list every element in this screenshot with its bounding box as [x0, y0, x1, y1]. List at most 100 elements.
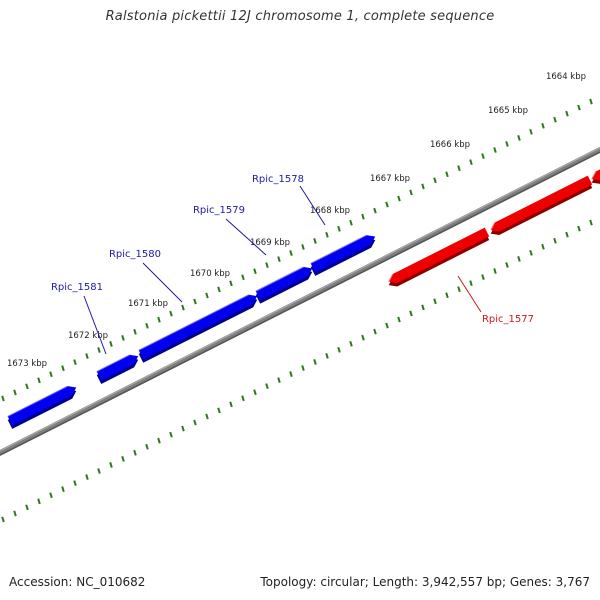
accession-text: Accession: NC_010682 — [9, 575, 146, 589]
gene-arrow-face — [255, 267, 313, 301]
tick-mark — [253, 389, 257, 396]
gene-leader-line — [225, 218, 267, 256]
kbp-label: 1669 kbp — [250, 238, 290, 248]
tick-mark — [205, 292, 209, 299]
gene-arrow-highlight — [310, 234, 367, 264]
tick-mark — [157, 437, 161, 444]
tick-mark — [289, 371, 293, 377]
tick-mark — [541, 122, 545, 129]
tick-mark — [505, 262, 509, 268]
tick-mark — [265, 383, 269, 390]
backbone-line — [0, 146, 600, 455]
backbone-highlight — [0, 147, 600, 452]
tick-mark — [529, 128, 533, 135]
tick-mark — [37, 498, 41, 505]
tick-mark — [457, 286, 461, 293]
tick-marks-layer — [1, 98, 593, 523]
tick-mark — [13, 510, 17, 517]
tick-mark — [553, 237, 557, 244]
tick-mark — [85, 474, 89, 480]
kbp-label: 1668 kbp — [310, 206, 350, 216]
tick-mark — [337, 225, 341, 232]
tick-mark — [25, 504, 29, 511]
kbp-label: 1666 kbp — [430, 140, 470, 150]
tick-mark — [193, 419, 197, 426]
tick-mark — [253, 268, 257, 275]
tick-mark — [397, 195, 401, 202]
gene-feature-fragment[interactable] — [591, 160, 600, 184]
tick-mark — [445, 171, 449, 178]
tick-mark — [433, 177, 437, 184]
gene-feature-rpic-1580[interactable] — [138, 294, 258, 363]
gene-leader-line — [299, 185, 326, 226]
tick-mark — [325, 231, 329, 238]
gene-label[interactable]: Rpic_1581 — [51, 282, 103, 293]
gene-feature-fragment[interactable] — [490, 175, 593, 235]
tick-mark — [13, 389, 17, 396]
tick-mark — [277, 256, 281, 262]
tick-mark — [1, 516, 5, 523]
tick-mark — [373, 207, 377, 214]
tick-mark — [409, 189, 413, 196]
tick-mark — [361, 334, 365, 341]
tick-mark — [145, 322, 149, 329]
tick-mark — [205, 413, 209, 420]
inner-tick-ring — [1, 219, 593, 523]
gene-arrow-face — [138, 294, 258, 360]
kbp-label: 1665 kbp — [488, 106, 528, 116]
kbp-label: 1672 kbp — [68, 331, 108, 341]
gene-arrow-face — [7, 386, 77, 426]
gene-leader-line — [83, 295, 107, 355]
tick-mark — [181, 304, 185, 311]
gene-arrow-face — [388, 227, 490, 283]
gene-arrow-highlight — [490, 222, 496, 231]
gene-label[interactable]: Rpic_1577 — [482, 314, 534, 325]
tick-mark — [61, 486, 65, 493]
gene-leader-line — [142, 262, 183, 303]
gene-arrow-highlight — [7, 385, 68, 417]
tick-mark — [517, 135, 521, 141]
tick-mark — [121, 334, 125, 341]
gene-label[interactable]: Rpic_1579 — [193, 205, 245, 216]
tick-mark — [109, 341, 113, 347]
outer-tick-ring — [1, 98, 593, 402]
tick-mark — [589, 219, 593, 226]
kbp-label: 1673 kbp — [7, 359, 47, 369]
tick-mark — [85, 353, 89, 359]
tick-mark — [301, 244, 305, 250]
tick-mark — [469, 280, 473, 287]
tick-mark — [229, 280, 233, 287]
gene-label[interactable]: Rpic_1578 — [252, 174, 304, 185]
tick-mark — [325, 352, 329, 359]
tick-mark — [25, 383, 29, 390]
kbp-label: 1670 kbp — [190, 269, 230, 279]
tick-mark — [301, 365, 305, 371]
tick-mark — [433, 298, 437, 305]
gene-feature-rpic-1578[interactable] — [310, 234, 376, 276]
tick-mark — [289, 250, 293, 256]
labels-layer: 1664 kbp 1665 kbp 1666 kbp 1667 kbp 1668 kbp… — [7, 72, 586, 369]
tick-mark — [277, 377, 281, 383]
kbp-label: 1671 kbp — [128, 299, 168, 309]
tick-mark — [265, 262, 269, 269]
gene-feature-fragment[interactable] — [7, 385, 77, 429]
tick-mark — [169, 310, 173, 317]
tick-mark — [133, 449, 137, 456]
gene-arrow-highlight — [388, 273, 394, 282]
gene-feature-rpic-1581[interactable] — [96, 354, 139, 384]
tick-mark — [529, 249, 533, 256]
gene-arrow-highlight — [255, 266, 304, 292]
gene-label[interactable]: Rpic_1580 — [109, 249, 161, 260]
kbp-label: 1664 kbp — [546, 72, 586, 82]
tick-mark — [577, 225, 581, 232]
gene-arrow-face — [310, 235, 376, 273]
gene-feature-rpic-1579[interactable] — [255, 266, 313, 304]
tick-mark — [505, 141, 509, 147]
tick-mark — [337, 346, 341, 353]
tick-mark — [169, 431, 173, 438]
gene-feature-rpic-1577[interactable] — [388, 227, 490, 287]
tick-mark — [349, 340, 353, 347]
tick-mark — [481, 274, 485, 280]
gene-arrow-highlight — [96, 354, 130, 372]
tick-mark — [397, 316, 401, 323]
